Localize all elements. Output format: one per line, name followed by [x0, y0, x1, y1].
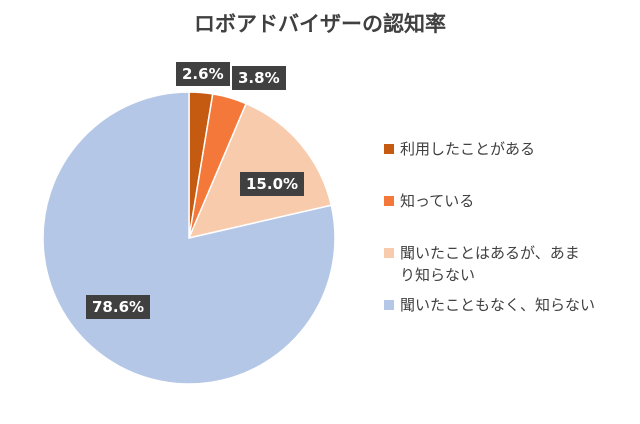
legend-label-unknown: 聞いたこともなく、知らない [400, 296, 596, 314]
legend-item-used: 利用したことがある [384, 138, 634, 160]
data-label-used: 2.6% [176, 62, 230, 86]
pie-slice-heard [187, 102, 333, 240]
legend: 利用したことがある 知っている 聞いたことはあるが、あまり知らない 聞いたことも… [384, 138, 634, 316]
data-label-heard: 15.0% [240, 172, 305, 196]
legend-label-used: 利用したことがある [400, 140, 536, 158]
legend-label-heard: 聞いたことはあるが、あまり知らない [400, 244, 580, 284]
legend-item-unknown: 聞いたこともなく、知らない [384, 294, 634, 316]
legend-item-know: 知っている [384, 190, 634, 212]
data-label-know: 3.8% [232, 66, 286, 90]
data-label-unknown: 78.6% [86, 295, 151, 319]
legend-swatch-heard [384, 248, 394, 258]
chart-title: ロボアドバイザーの認知率 [194, 12, 446, 36]
legend-swatch-used [384, 144, 394, 154]
legend-label-know: 知っている [400, 192, 475, 210]
legend-item-heard: 聞いたことはあるが、あまり知らない [384, 242, 580, 286]
legend-swatch-unknown [384, 300, 394, 310]
legend-swatch-know [384, 196, 394, 206]
